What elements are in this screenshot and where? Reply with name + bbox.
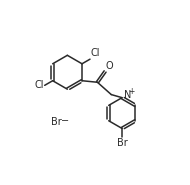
- Text: Cl: Cl: [91, 48, 100, 58]
- Text: +: +: [128, 87, 135, 96]
- Text: O: O: [106, 61, 113, 71]
- Text: Br: Br: [117, 138, 127, 149]
- Text: Cl: Cl: [34, 80, 44, 90]
- Text: −: −: [61, 116, 69, 126]
- Text: N: N: [124, 90, 132, 100]
- Text: Br: Br: [51, 117, 62, 127]
